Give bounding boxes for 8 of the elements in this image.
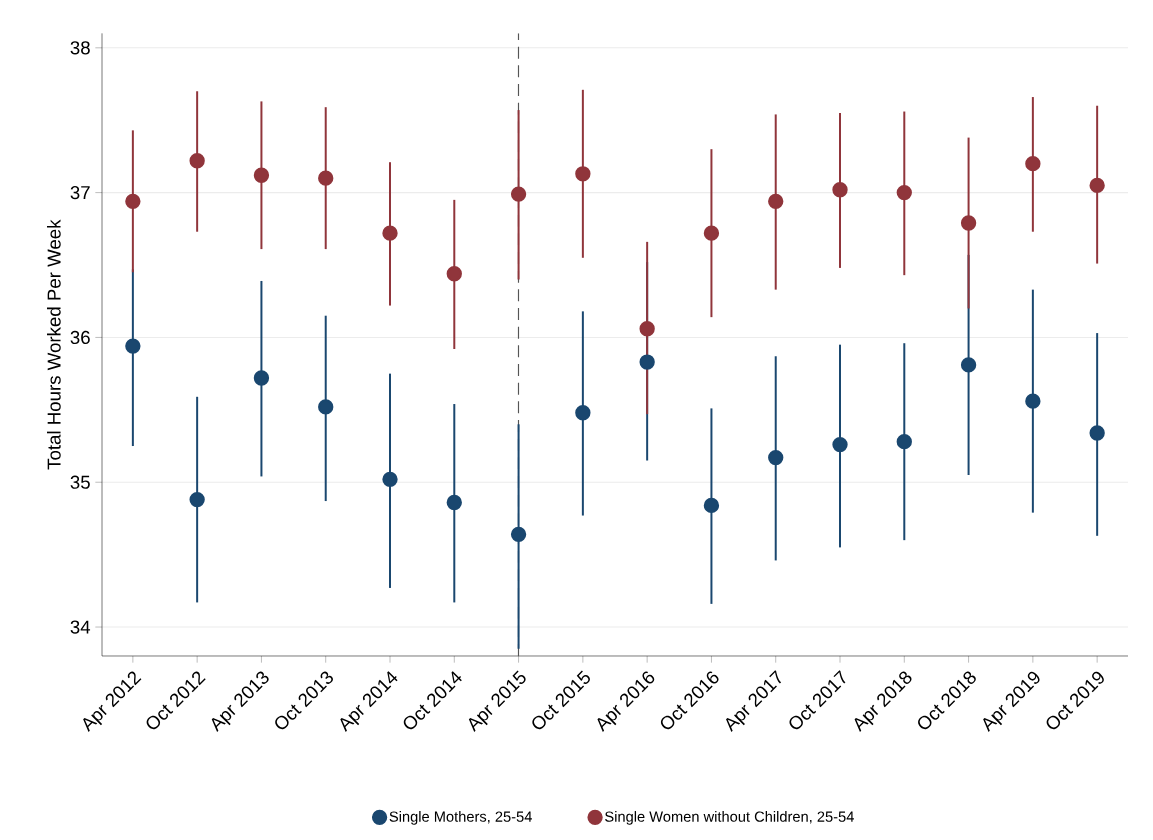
- y-axis-title: Total Hours Worked Per Week: [47, 219, 61, 470]
- legend-label: Single Women without Children, 25-54: [605, 811, 854, 825]
- y-tick-label: 37: [70, 186, 90, 200]
- y-tick-label: 35: [70, 475, 90, 489]
- y-tick-label: 34: [70, 620, 91, 634]
- y-tick-label: 36: [70, 330, 90, 345]
- legend-label: Single Mothers, 25-54: [389, 811, 532, 825]
- y-tick-label: 38: [70, 41, 90, 55]
